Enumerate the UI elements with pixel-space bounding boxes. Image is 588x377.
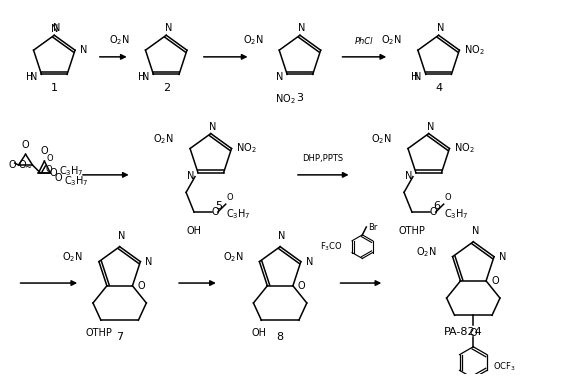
Text: O: O bbox=[430, 207, 437, 217]
Text: N: N bbox=[30, 72, 38, 82]
Text: H: H bbox=[138, 72, 145, 82]
Text: N: N bbox=[118, 231, 125, 241]
Text: O: O bbox=[227, 193, 233, 202]
Text: O: O bbox=[469, 328, 477, 338]
Text: O$_2$N: O$_2$N bbox=[109, 34, 129, 47]
Text: N: N bbox=[405, 171, 412, 181]
Text: C$_3$H$_7$: C$_3$H$_7$ bbox=[226, 207, 250, 221]
Text: N: N bbox=[142, 72, 149, 82]
Text: F$_3$CO: F$_3$CO bbox=[320, 241, 343, 253]
Text: N: N bbox=[186, 171, 194, 181]
Text: C$_3$H$_7$: C$_3$H$_7$ bbox=[64, 174, 89, 188]
Text: OH: OH bbox=[252, 328, 267, 338]
Text: OTHP: OTHP bbox=[85, 328, 112, 338]
Text: O: O bbox=[138, 281, 145, 291]
Text: O: O bbox=[45, 166, 52, 175]
Text: 4: 4 bbox=[435, 83, 442, 93]
Text: 7: 7 bbox=[116, 332, 123, 342]
Text: PhCl: PhCl bbox=[355, 37, 373, 46]
Text: N: N bbox=[80, 45, 88, 55]
Text: N: N bbox=[298, 23, 306, 33]
Text: O: O bbox=[298, 281, 306, 291]
Text: O: O bbox=[9, 160, 16, 170]
Text: C$_3$H$_7$: C$_3$H$_7$ bbox=[59, 164, 84, 178]
Text: NO$_2$: NO$_2$ bbox=[465, 43, 485, 57]
Text: OTHP: OTHP bbox=[399, 226, 425, 236]
Text: N: N bbox=[209, 122, 216, 132]
Text: 1: 1 bbox=[51, 83, 58, 93]
Text: O: O bbox=[22, 140, 29, 150]
Text: 8: 8 bbox=[276, 332, 283, 342]
Text: N: N bbox=[306, 257, 313, 267]
Text: N: N bbox=[415, 72, 422, 82]
Text: O$_2$N: O$_2$N bbox=[416, 245, 437, 259]
Text: C$_3$H$_7$: C$_3$H$_7$ bbox=[443, 207, 469, 221]
Text: O$_2$N: O$_2$N bbox=[243, 34, 263, 47]
Text: O: O bbox=[212, 207, 219, 217]
Text: O: O bbox=[54, 173, 62, 183]
Text: Br: Br bbox=[368, 223, 377, 232]
Text: 2: 2 bbox=[163, 83, 170, 93]
Text: NO$_2$: NO$_2$ bbox=[275, 92, 295, 106]
Text: N: N bbox=[145, 257, 153, 267]
Text: O$_2$N: O$_2$N bbox=[223, 250, 243, 264]
Text: N: N bbox=[165, 23, 172, 33]
Text: N: N bbox=[437, 23, 445, 33]
Text: O: O bbox=[41, 146, 48, 156]
Text: OCF$_3$: OCF$_3$ bbox=[493, 360, 516, 373]
Text: 6: 6 bbox=[433, 201, 440, 211]
Text: O: O bbox=[46, 154, 53, 163]
Text: O: O bbox=[445, 193, 451, 202]
Text: N: N bbox=[427, 122, 435, 132]
Text: O$_2$N: O$_2$N bbox=[372, 132, 392, 146]
Text: N: N bbox=[472, 226, 479, 236]
Text: N: N bbox=[51, 25, 58, 34]
Text: H: H bbox=[26, 72, 34, 82]
Text: N: N bbox=[52, 23, 60, 33]
Text: N: N bbox=[499, 252, 506, 262]
Text: OH: OH bbox=[186, 226, 202, 236]
Text: DHP,PPTS: DHP,PPTS bbox=[302, 154, 343, 163]
Text: O$_2$N: O$_2$N bbox=[153, 132, 174, 146]
Text: O$_2$N: O$_2$N bbox=[62, 250, 83, 264]
Text: 3: 3 bbox=[296, 93, 303, 103]
Text: O: O bbox=[19, 160, 26, 170]
Text: PA-824: PA-824 bbox=[444, 327, 483, 337]
Text: H: H bbox=[410, 72, 418, 82]
Text: O$_2$N: O$_2$N bbox=[381, 34, 402, 47]
Text: O: O bbox=[49, 168, 57, 178]
Text: NO$_2$: NO$_2$ bbox=[236, 142, 257, 155]
Text: O: O bbox=[491, 276, 499, 286]
Text: N: N bbox=[276, 72, 283, 82]
Text: 5: 5 bbox=[215, 201, 222, 211]
Text: ~: ~ bbox=[24, 164, 31, 173]
Text: NO$_2$: NO$_2$ bbox=[455, 142, 475, 155]
Text: N: N bbox=[279, 231, 286, 241]
